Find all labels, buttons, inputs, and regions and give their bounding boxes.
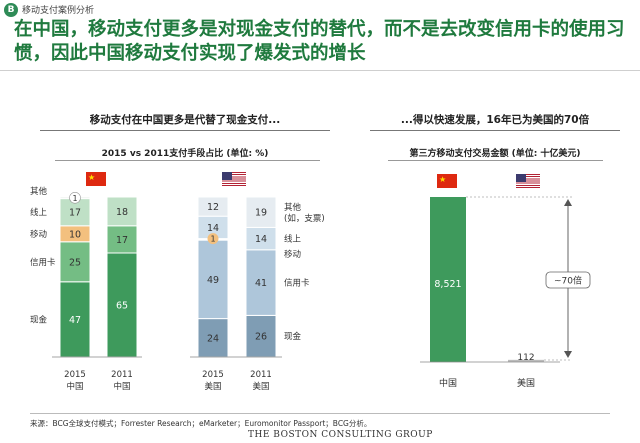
left-chart-rule: [55, 160, 320, 161]
left-panel-title: 移动支付在中国更多是代替了现金支付...: [89, 114, 281, 126]
stacked-bar-segment: [106, 225, 138, 254]
category-country-label: 美国: [204, 381, 221, 392]
bar-value-label: 41: [255, 278, 267, 289]
bar-value-label: 18: [116, 207, 128, 218]
footer-divider: [30, 413, 610, 414]
stacked-bar-segment: [245, 196, 277, 228]
stacked-bar-segment: [245, 249, 277, 316]
legend-label: 其他: [30, 186, 48, 197]
bar-value-label: 17: [116, 235, 128, 246]
category-year-label: 2011: [111, 370, 133, 380]
bar-value-label: 10: [69, 229, 81, 240]
arrow-head-down: [564, 351, 572, 358]
legend-label: 其他: [284, 202, 302, 213]
volume-bar: [430, 197, 466, 362]
bcg-logo: THE BOSTON CONSULTING GROUP: [248, 430, 433, 440]
stacked-bar-segment: [106, 252, 138, 358]
legend-label: 信用卡: [284, 278, 310, 289]
bar-value-label: 19: [255, 208, 267, 219]
bar-value-label: 47: [69, 315, 81, 326]
category-year-label: 2011: [250, 370, 272, 380]
stacked-bar-segment: [197, 318, 229, 358]
bar-value-label: 12: [207, 202, 219, 213]
multiple-label-box: [545, 271, 591, 289]
category-country-label: 中国: [66, 381, 83, 392]
bar-value-label: 24: [207, 333, 219, 344]
category-label: 中国: [439, 377, 457, 389]
bar-value-label: 25: [69, 257, 81, 268]
legend-label: 现金: [30, 314, 48, 325]
legend-label: 移动: [284, 249, 302, 260]
us-flag-icon: [222, 172, 246, 186]
legend-label: 信用卡: [30, 257, 56, 268]
bar-value-label: 65: [116, 301, 128, 312]
us-flag-icon: [516, 174, 540, 188]
other-share-marker: [69, 192, 81, 204]
volume-bar: [508, 359, 544, 362]
bar-value-label: 1: [72, 194, 77, 203]
legend-label: 现金: [284, 331, 302, 342]
right-panel-title: ...得以快速发展，16年已为美国的70倍: [400, 114, 590, 126]
bar-value-label: 14: [207, 223, 219, 234]
mobile-payment-volume-chart: 中国 美国 8,521 112 ~70倍: [420, 196, 591, 389]
category-year-label: 2015: [202, 370, 224, 380]
legend-label: 移动: [30, 229, 48, 240]
page-title: 在中国，移动支付更多是对现金支付的替代，而不是去改变信用卡的使用习惯，因此中国移…: [14, 19, 625, 64]
china-flag-icon: ★: [86, 172, 106, 186]
bar-value-label: 17: [69, 208, 81, 219]
legend-label: (如，支票): [284, 213, 325, 224]
bar-value-label: 1: [210, 235, 215, 244]
stacked-bar-segment: [197, 239, 229, 320]
left-chart-subtitle: 2015 vs 2011支付手段占比 (单位: %): [101, 149, 269, 159]
bar-value-label: 26: [255, 332, 267, 343]
right-panel-rule: [370, 130, 620, 131]
payment-mix-chart: 4725101712015中国6517182011中国2449114122015…: [30, 186, 325, 392]
bar-value-label: 14: [255, 234, 267, 245]
right-chart-subtitle: 第三方移动支付交易金额 (单位: 十亿美元): [409, 149, 581, 159]
legend-label: 线上: [284, 234, 302, 245]
mobile-share-marker: [207, 233, 219, 245]
category-country-label: 美国: [252, 381, 269, 392]
bar-value-label: 49: [207, 275, 219, 286]
bar-value-label: 112: [517, 353, 534, 363]
china-flag-icon: ★: [437, 174, 457, 188]
arrow-head-up: [564, 199, 572, 206]
stacked-bar-segment: [245, 314, 277, 358]
stacked-bar-segment: [59, 241, 91, 283]
right-chart-rule: [388, 160, 603, 161]
category-country-label: 中国: [113, 381, 130, 392]
stacked-bar-segment: [59, 281, 91, 358]
stacked-bar-segment: [106, 196, 138, 227]
category-label: 美国: [517, 377, 535, 389]
legend-label: 线上: [30, 207, 48, 218]
header-divider: [0, 70, 640, 71]
multiple-label: ~70倍: [554, 275, 582, 287]
left-panel-rule: [40, 130, 330, 131]
category-year-label: 2015: [64, 370, 86, 380]
section-badge: B: [4, 3, 18, 17]
stacked-bar-segment: [197, 196, 229, 217]
footer-source: 来源：BCG全球支付模式；Forrester Research；eMarkete…: [30, 419, 372, 428]
bar-value-label: 8,521: [434, 279, 461, 290]
section-label: 移动支付案例分析: [22, 6, 95, 16]
